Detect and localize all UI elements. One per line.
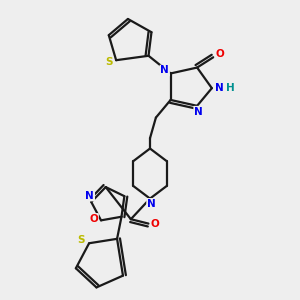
Text: H: H bbox=[226, 83, 235, 93]
Text: O: O bbox=[215, 49, 224, 59]
Text: N: N bbox=[85, 190, 94, 200]
Text: S: S bbox=[77, 235, 85, 245]
Text: O: O bbox=[151, 219, 159, 229]
Text: N: N bbox=[194, 107, 203, 117]
Text: S: S bbox=[105, 57, 112, 67]
Text: O: O bbox=[89, 214, 98, 224]
Text: N: N bbox=[160, 65, 169, 76]
Text: N: N bbox=[147, 199, 156, 209]
Text: N: N bbox=[215, 83, 224, 93]
